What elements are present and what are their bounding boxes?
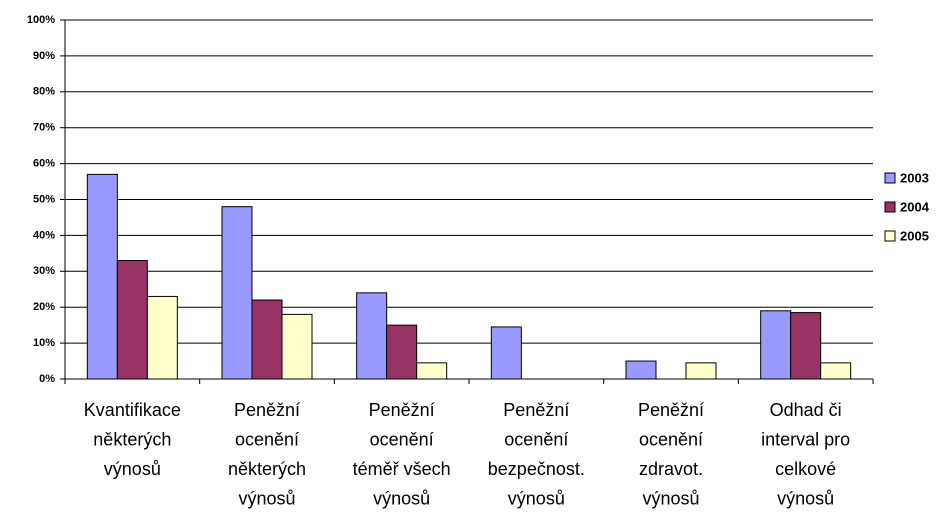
x-tick-label: interval pro: [761, 429, 850, 449]
legend-label: 2004: [900, 199, 930, 214]
legend-swatch: [884, 230, 896, 242]
y-tick-label: 10%: [33, 337, 55, 349]
x-tick-label: výnosů: [777, 488, 834, 508]
bar: [116, 260, 148, 380]
legend-label: 2005: [900, 228, 929, 243]
x-tick-label: ocenění: [504, 429, 568, 449]
y-tick-label: 0%: [39, 373, 55, 385]
x-tick-label: ocenění: [639, 429, 703, 449]
x-tick-label: Odhad či: [770, 400, 842, 420]
bar: [356, 292, 388, 380]
legend-swatch: [884, 172, 896, 184]
bar: [251, 299, 283, 380]
bar: [386, 324, 418, 380]
y-tick-label: 40%: [33, 229, 55, 241]
y-tick-label: 30%: [33, 265, 55, 277]
x-tick-label: bezpečnost.: [488, 459, 585, 479]
x-tick-label: některých: [228, 459, 306, 479]
x-tick-label: zdravot.: [639, 459, 703, 479]
x-tick-label: téměř všech: [353, 459, 451, 479]
y-tick-label: 60%: [33, 158, 55, 170]
x-tick-label: výnosů: [508, 488, 565, 508]
x-tick-label: výnosů: [642, 488, 699, 508]
bar: [685, 362, 717, 380]
bar: [86, 173, 118, 380]
x-tick-label: Peněžní: [234, 400, 300, 420]
y-tick-label: 20%: [33, 301, 55, 313]
x-tick-label: Peněžní: [503, 400, 569, 420]
x-tick-label: výnosů: [104, 459, 161, 479]
x-tick-label: Peněžní: [638, 400, 704, 420]
bar: [625, 360, 657, 380]
x-tick-label: některých: [93, 429, 171, 449]
bar: [490, 326, 522, 380]
bar: [146, 295, 178, 380]
x-tick-label: celkové: [775, 459, 836, 479]
y-tick-label: 70%: [33, 122, 55, 134]
legend-swatch: [884, 201, 896, 213]
bar: [221, 206, 253, 380]
x-tick-label: výnosů: [373, 488, 430, 508]
x-tick-label: ocenění: [370, 429, 434, 449]
bar: [281, 313, 313, 380]
x-tick-label: Peněžní: [369, 400, 435, 420]
bar: [820, 362, 852, 380]
bar: [760, 310, 792, 380]
y-tick-label: 50%: [33, 193, 55, 205]
x-tick-label: Kvantifikace: [84, 400, 181, 420]
y-tick-label: 80%: [33, 86, 55, 98]
x-tick-label: výnosů: [238, 488, 295, 508]
legend-label: 2003: [900, 170, 929, 185]
bar: [790, 312, 822, 380]
x-tick-label: ocenění: [235, 429, 299, 449]
y-tick-label: 90%: [33, 50, 55, 62]
bar: [416, 362, 448, 380]
y-tick-label: 100%: [27, 14, 55, 26]
